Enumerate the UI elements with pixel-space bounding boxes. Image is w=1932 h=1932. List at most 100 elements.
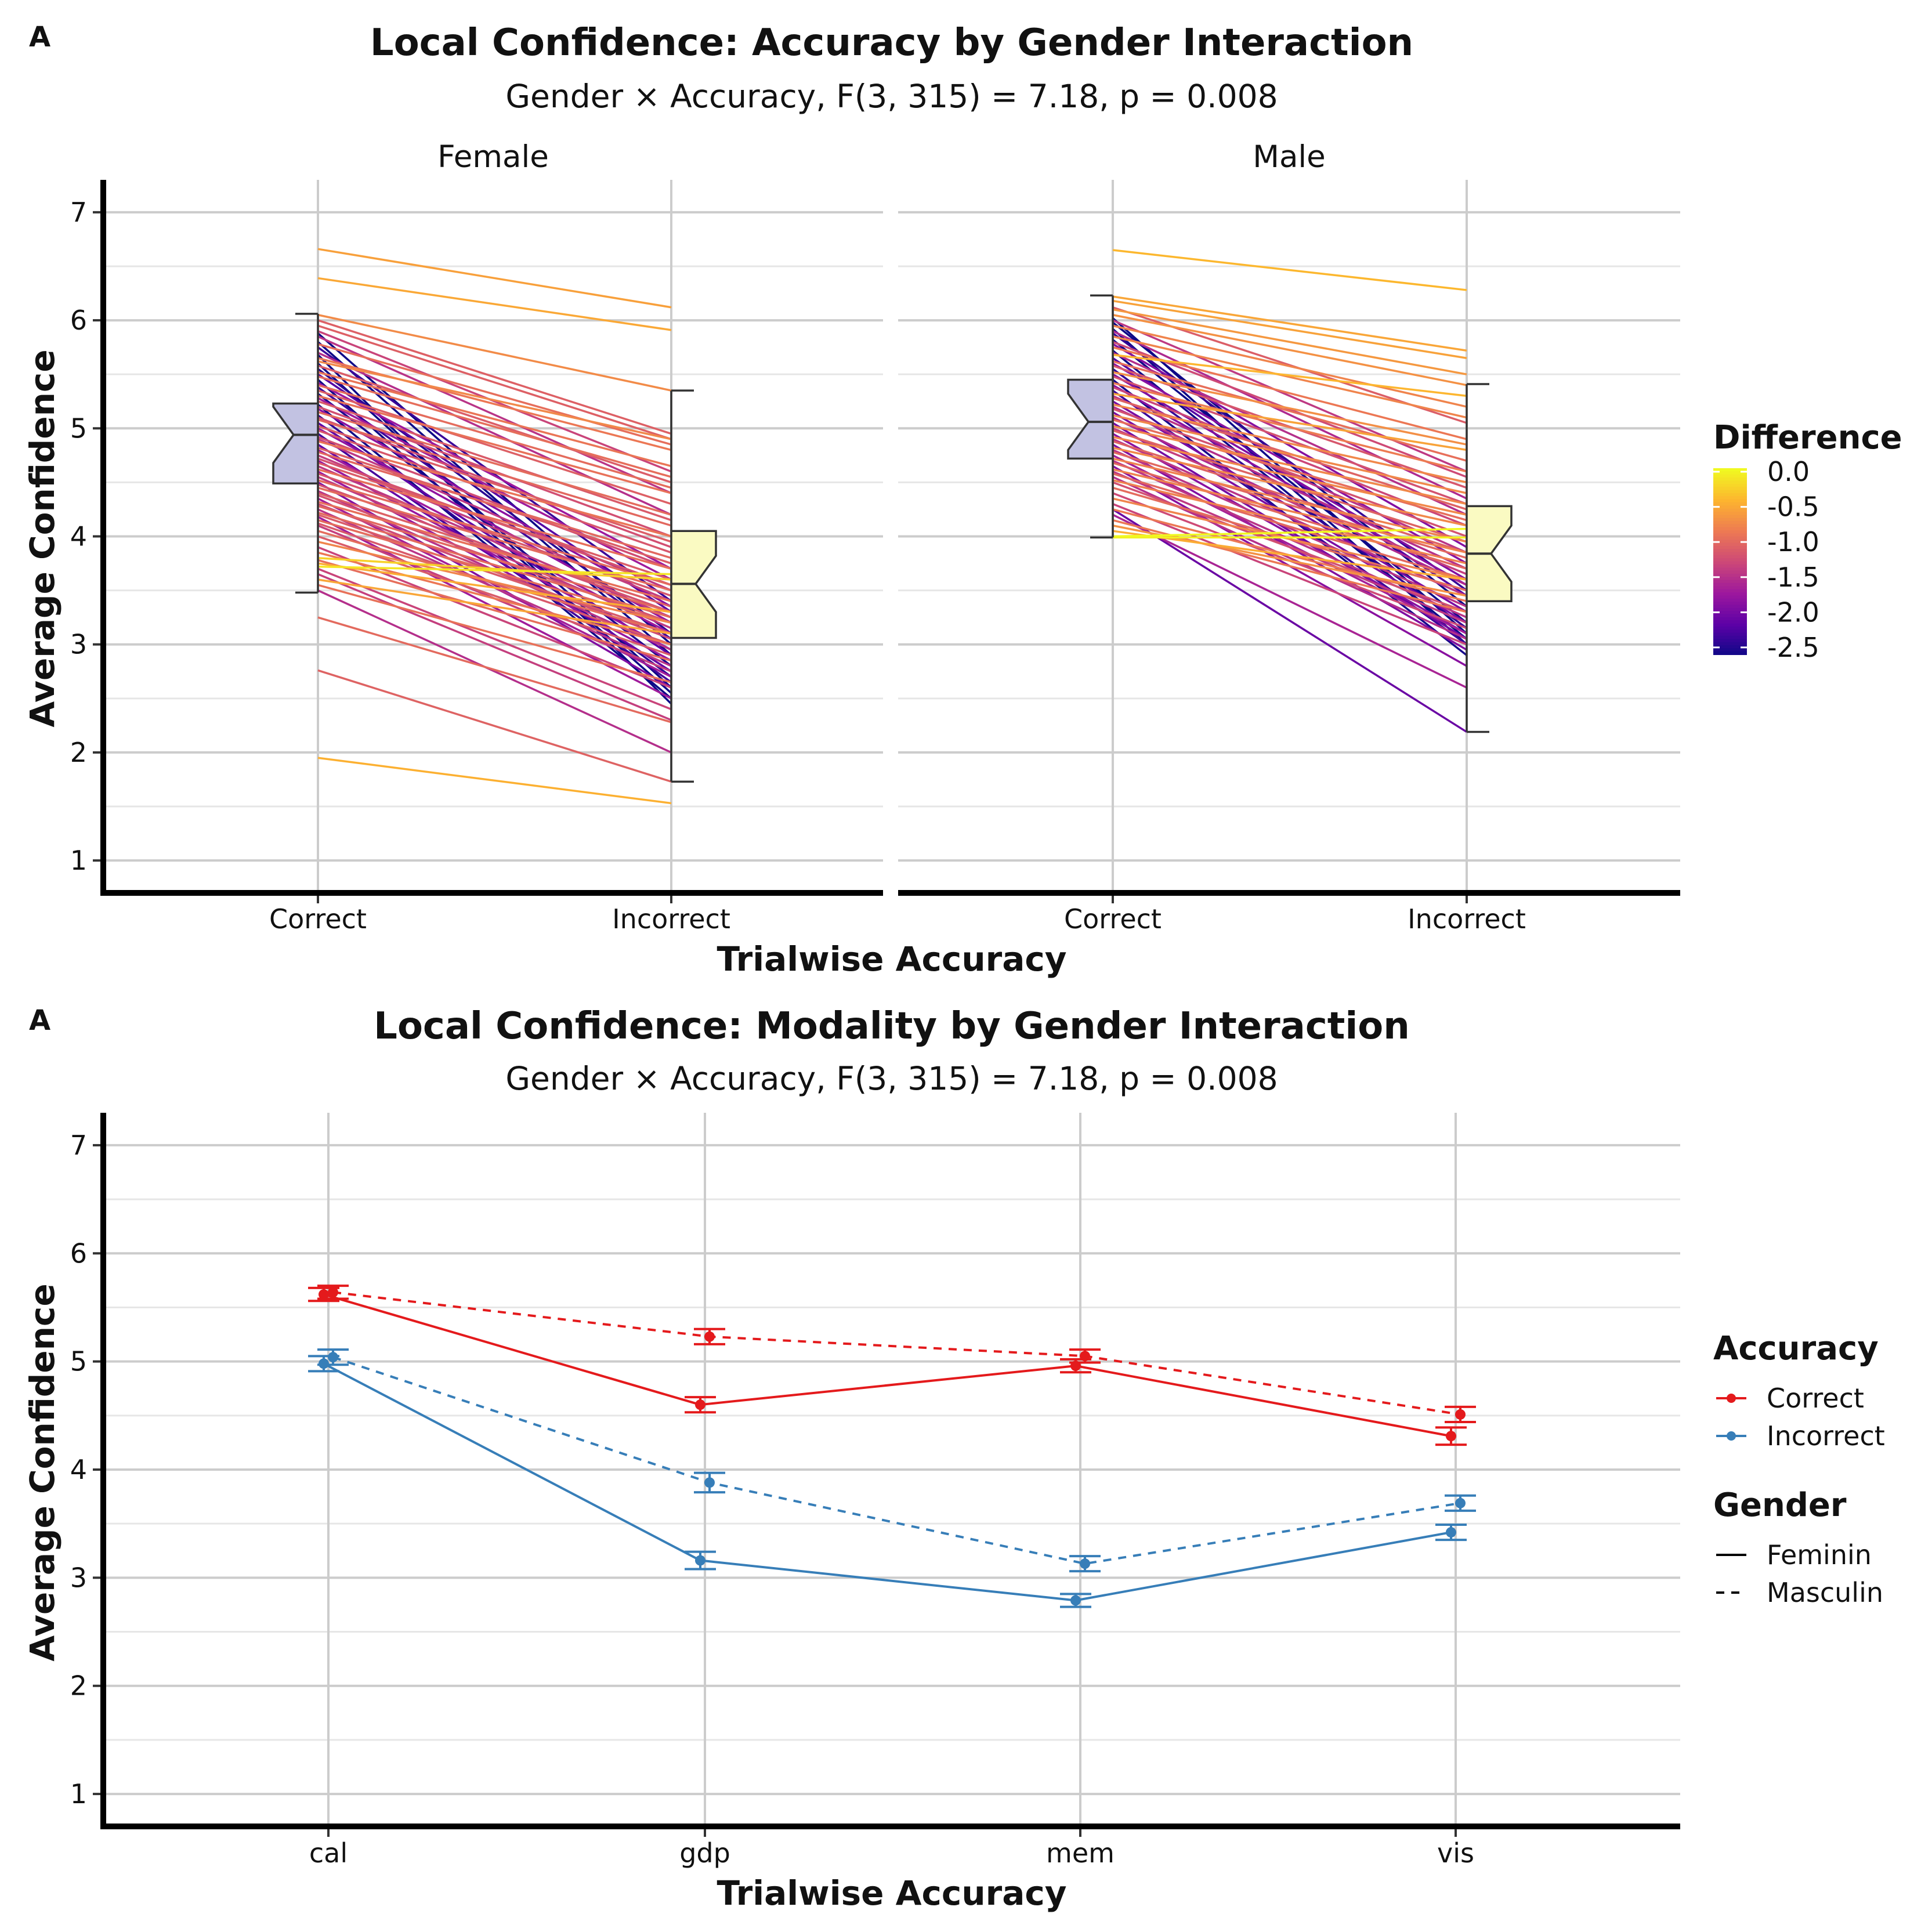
x-tick-label: Correct xyxy=(269,903,367,935)
y-axis-title-bottom: Average Confidence xyxy=(23,1283,62,1661)
colorbar-segment xyxy=(1713,555,1747,559)
participant-slope-line xyxy=(1112,462,1467,570)
participant-slope-line xyxy=(317,567,672,711)
colorbar-tick-label: -2.0 xyxy=(1767,596,1819,628)
participant-slope-line xyxy=(1112,373,1467,581)
colorbar-tick-label: -1.0 xyxy=(1767,526,1819,558)
legend-title-gender: Gender xyxy=(1713,1486,1847,1524)
y-tick-label: 2 xyxy=(70,737,87,768)
colorbar-segment xyxy=(1713,493,1747,497)
series-line-incorrect-masculin xyxy=(332,1356,1461,1565)
colorbar-segment xyxy=(1713,468,1747,472)
participant-slope-line xyxy=(317,438,672,592)
participant-slope-line xyxy=(317,425,672,543)
colorbar-segment xyxy=(1713,626,1747,631)
colorbar-tick-label: -0.5 xyxy=(1767,491,1819,523)
participant-slope-line xyxy=(1112,330,1467,500)
participant-slope-line xyxy=(1112,408,1467,538)
participant-slope-line xyxy=(317,462,672,581)
colorbar-segment xyxy=(1713,620,1747,624)
colorbar-segment xyxy=(1713,561,1747,565)
colorbar-segment xyxy=(1713,595,1747,599)
participant-slope-line xyxy=(1112,425,1467,505)
participant-slope-line xyxy=(317,465,672,618)
participant-slope-line xyxy=(1112,414,1467,494)
colorbar-segment xyxy=(1713,564,1747,569)
y-tick-label: 4 xyxy=(70,521,87,552)
colorbar-segment xyxy=(1713,530,1747,534)
participant-slope-line xyxy=(1112,341,1467,478)
participant-slope-line xyxy=(317,400,672,522)
series-line-incorrect-feminin xyxy=(323,1362,1452,1602)
participant-slope-line xyxy=(317,248,672,309)
participant-slope-line xyxy=(317,559,672,662)
y-tick-label: 1 xyxy=(70,1778,87,1810)
participant-slope-line xyxy=(317,479,672,586)
colorbar-segment xyxy=(1713,577,1747,581)
chart-modality-by-gender: A Local Confidence: Modality by Gender I… xyxy=(23,1004,1885,1913)
y-axis-top: 1 2 3 4 5 6 7 xyxy=(70,180,106,896)
participant-slope-line xyxy=(317,492,672,608)
participant-slope-line xyxy=(317,519,672,624)
data-point xyxy=(1455,1409,1466,1420)
colorbar-segment xyxy=(1713,651,1747,655)
y-tick-label: 3 xyxy=(70,1562,87,1593)
participant-slope-line xyxy=(317,418,672,527)
legend-label-correct: Correct xyxy=(1767,1383,1864,1414)
colorbar-segment xyxy=(1713,642,1747,646)
participant-slope-line xyxy=(317,277,672,331)
participant-slope-line xyxy=(317,335,672,494)
participant-slope-line xyxy=(1112,314,1467,386)
participant-slope-line xyxy=(1112,479,1467,565)
colorbar-segment xyxy=(1713,502,1747,506)
colorbar-segment xyxy=(1713,542,1747,547)
data-point xyxy=(1070,1595,1081,1606)
participant-slope-line xyxy=(317,352,672,516)
participant-slope-line xyxy=(317,389,672,505)
colorbar-segment xyxy=(1713,598,1747,603)
participant-slope-line xyxy=(317,757,672,805)
colorbar-segment xyxy=(1713,635,1747,640)
colorbar-segment xyxy=(1713,617,1747,621)
participant-slope-line xyxy=(317,451,672,559)
participant-slope-line xyxy=(317,565,672,576)
colorbar-segment xyxy=(1713,580,1747,584)
x-axis-top: Correct Incorrect Correct Incorrect xyxy=(269,896,1526,935)
x-tick-label: vis xyxy=(1437,1837,1474,1869)
difference-colorbar-legend: Difference 0.0 -0.5-1.0 -1.5-2.0 -2.5 xyxy=(1713,419,1902,663)
participant-slope-line xyxy=(1112,249,1467,291)
colorbar-segment xyxy=(1713,533,1747,537)
colorbar-segment xyxy=(1713,508,1747,512)
participant-slope-line xyxy=(1112,468,1467,554)
participant-slope-line xyxy=(1112,497,1467,581)
participant-slope-line xyxy=(317,382,672,570)
participant-slope-line xyxy=(317,556,672,581)
participant-slope-line xyxy=(1112,503,1467,646)
participant-slope-line xyxy=(1112,395,1467,554)
participant-slope-line xyxy=(317,429,672,554)
participant-slope-line xyxy=(317,511,672,618)
data-point xyxy=(1455,1497,1466,1508)
colorbar-segment xyxy=(1713,614,1747,618)
colorbar-segment xyxy=(1713,607,1747,612)
legend-label-feminin: Feminin xyxy=(1767,1539,1872,1571)
y-tick-label: 5 xyxy=(70,1346,87,1377)
participant-slope-line xyxy=(1112,308,1467,375)
colorbar-segment xyxy=(1713,589,1747,593)
chart-subtitle-top: Gender × Accuracy, F(3, 315) = 7.18, p =… xyxy=(505,78,1278,115)
colorbar-segment xyxy=(1713,536,1747,541)
x-axis-bottom: cal gdp mem vis xyxy=(309,1829,1474,1869)
plot-panel-bottom xyxy=(103,1113,1680,1829)
y-axis-bottom: 1 2 3 4 5 6 7 xyxy=(70,1113,106,1829)
data-point xyxy=(704,1331,715,1342)
participant-slope-line xyxy=(1112,448,1467,608)
colorbar-segment xyxy=(1713,474,1747,479)
participant-slope-line xyxy=(317,513,672,635)
facet-panel-male xyxy=(898,180,1680,896)
x-tick-label: cal xyxy=(309,1837,348,1869)
x-tick-label: Incorrect xyxy=(612,903,730,935)
colorbar-segment xyxy=(1713,586,1747,590)
legend-label-incorrect: Incorrect xyxy=(1767,1420,1885,1452)
colorbar-segment xyxy=(1713,518,1747,522)
